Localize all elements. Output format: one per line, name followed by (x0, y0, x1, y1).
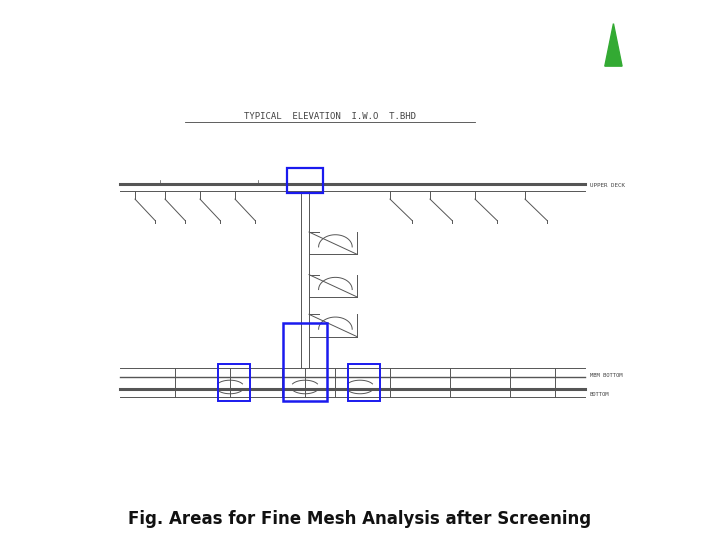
Bar (283, 323, 327, 401)
Text: Fig. Areas for Fine Mesh Analysis after Screening: Fig. Areas for Fine Mesh Analysis after … (128, 510, 592, 528)
Bar (218, 364, 250, 401)
Bar (348, 364, 380, 401)
Text: Analysis: Analysis (16, 68, 150, 97)
Text: HYUNDAI: HYUNDAI (625, 25, 679, 35)
Text: 3. Extended Scope of FE: 3. Extended Scope of FE (16, 17, 401, 45)
Text: MBM BOTTOM: MBM BOTTOM (590, 373, 623, 378)
Text: HEAVY INDUSTRIES: HEAVY INDUSTRIES (625, 56, 688, 62)
Text: TYPICAL  ELEVATION  I.W.O  T.BHD: TYPICAL ELEVATION I.W.O T.BHD (244, 112, 416, 122)
Polygon shape (605, 24, 622, 66)
Text: BOTTOM: BOTTOM (590, 392, 610, 397)
Bar (287, 168, 323, 193)
Text: UPPER DECK: UPPER DECK (590, 183, 625, 188)
